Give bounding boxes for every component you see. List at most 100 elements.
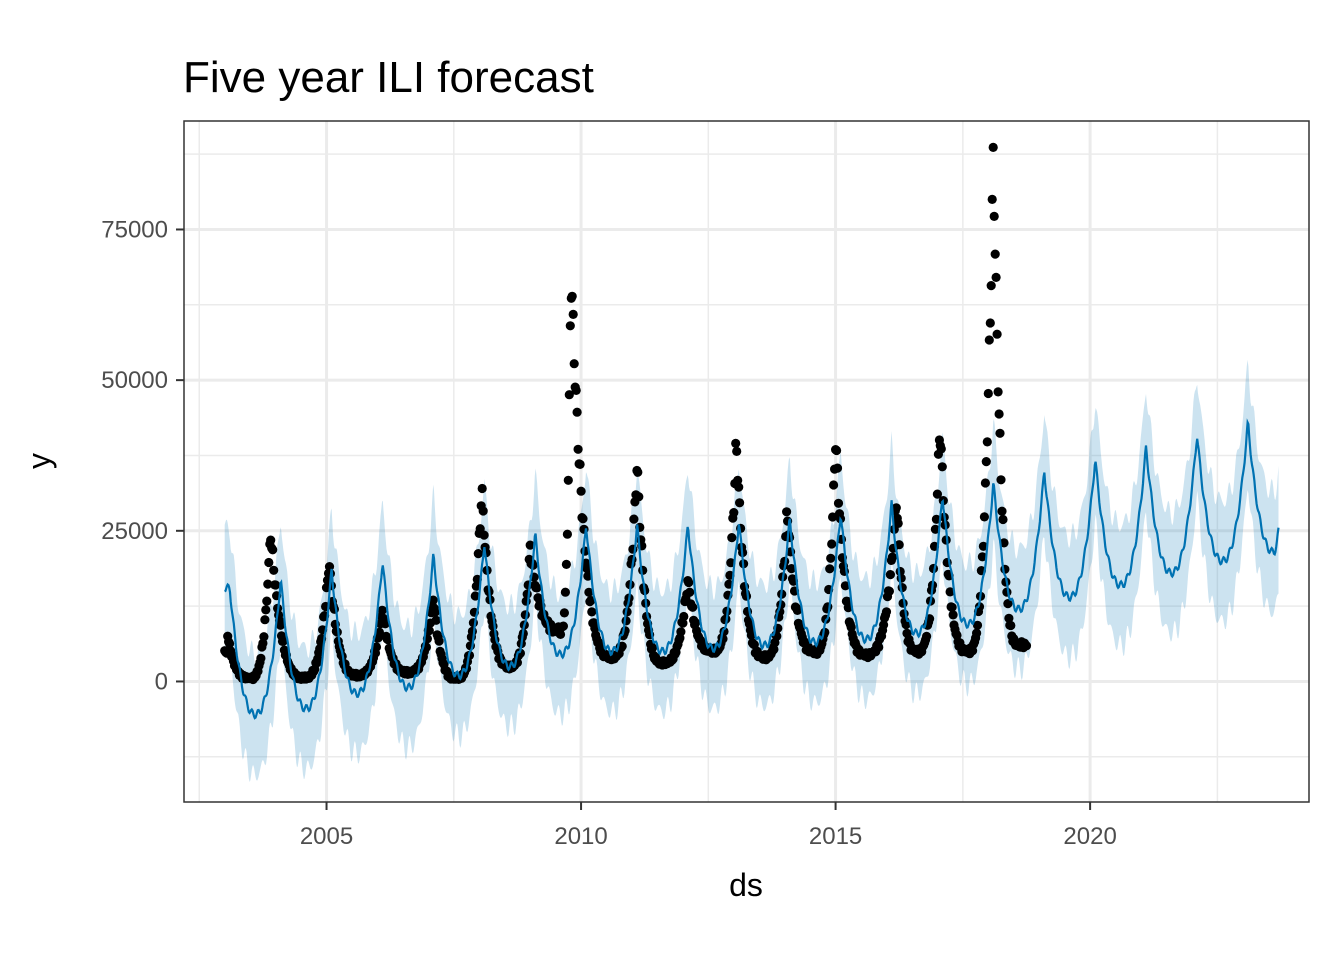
- observed-point: [992, 329, 1002, 339]
- observed-point: [828, 512, 838, 522]
- x-tick-label: 2020: [1063, 823, 1116, 850]
- x-tick-label: 2015: [809, 823, 862, 850]
- observed-point: [979, 512, 990, 522]
- observed-point: [980, 478, 991, 488]
- observed-point: [633, 467, 643, 477]
- observed-point: [471, 581, 481, 591]
- observed-point: [996, 475, 1006, 485]
- observed-point: [532, 583, 542, 593]
- observed-point: [428, 595, 438, 605]
- observed-point: [572, 407, 582, 417]
- observed-point: [986, 281, 996, 291]
- observed-point: [731, 438, 741, 448]
- observed-point: [786, 564, 797, 574]
- observed-point: [981, 457, 991, 467]
- observed-point: [894, 540, 904, 550]
- observed-point: [732, 446, 742, 456]
- observed-point: [826, 553, 836, 563]
- observed-point: [782, 507, 792, 517]
- observed-point: [383, 635, 393, 645]
- observed-point: [785, 532, 795, 543]
- observed-point: [922, 631, 932, 642]
- observed-point: [932, 489, 943, 499]
- observed-point: [688, 602, 698, 612]
- observed-point: [268, 545, 278, 555]
- observed-point: [994, 409, 1004, 419]
- observed-point: [792, 605, 803, 616]
- observed-point: [326, 581, 336, 591]
- observed-point: [559, 608, 570, 618]
- observed-point: [266, 535, 276, 545]
- observed-point: [896, 573, 906, 583]
- observed-point: [522, 589, 532, 599]
- observed-point: [995, 428, 1005, 438]
- observed-point: [578, 514, 588, 524]
- observed-point: [470, 591, 480, 601]
- observed-point: [271, 580, 281, 590]
- observed-point: [569, 359, 579, 369]
- observed-point: [555, 629, 566, 640]
- observed-point: [558, 621, 569, 631]
- observed-point: [467, 626, 477, 637]
- observed-point: [893, 518, 903, 529]
- observed-point: [679, 611, 689, 622]
- observed-point: [563, 475, 573, 485]
- y-tick-label: 25000: [101, 518, 168, 545]
- observed-point: [269, 565, 279, 575]
- observed-point: [564, 390, 574, 400]
- observed-point: [972, 620, 983, 630]
- panel-background: [184, 121, 1309, 802]
- observed-point: [948, 610, 958, 620]
- observed-point: [977, 552, 988, 562]
- observed-point: [634, 492, 644, 502]
- observed-point: [947, 602, 957, 612]
- observed-point: [573, 444, 583, 454]
- observed-point: [434, 636, 444, 646]
- observed-point: [885, 570, 896, 580]
- observed-point: [584, 587, 594, 597]
- y-axis: 0 25000 50000 75000: [101, 216, 184, 695]
- observed-point: [561, 559, 572, 570]
- observed-point: [1021, 641, 1032, 651]
- observed-point: [582, 563, 592, 574]
- x-tick-label: 2010: [554, 823, 607, 850]
- observed-point: [575, 459, 585, 469]
- plot-panel: [183, 120, 1310, 803]
- observed-point: [832, 445, 842, 456]
- observed-point: [937, 462, 947, 472]
- observed-point: [734, 482, 744, 492]
- observed-point: [264, 557, 274, 568]
- observed-point: [988, 142, 998, 152]
- observed-point: [684, 577, 694, 588]
- observed-point: [931, 514, 942, 524]
- y-tick-label: 75000: [101, 216, 168, 243]
- observed-point: [991, 272, 1001, 282]
- observed-point: [984, 335, 994, 345]
- y-axis-title: y: [21, 453, 57, 469]
- observed-point: [833, 498, 844, 508]
- observed-point: [583, 571, 593, 581]
- observed-point: [629, 514, 639, 524]
- observed-point: [930, 524, 941, 534]
- observed-point: [685, 587, 695, 597]
- observed-point: [525, 540, 535, 550]
- observed-point: [586, 595, 596, 606]
- observed-point: [735, 498, 745, 508]
- x-axis: 2005 2010 2015 2020: [300, 802, 1117, 850]
- observed-point: [936, 444, 946, 454]
- observed-point: [840, 581, 851, 591]
- observed-point: [829, 480, 839, 490]
- observed-point: [567, 291, 577, 301]
- forecast-uncertainty-band: [224, 359, 1279, 782]
- observed-point: [746, 630, 757, 640]
- forecast-line: [223, 418, 1280, 720]
- observed-point: [571, 385, 581, 395]
- observed-point: [431, 615, 441, 625]
- observed-point: [769, 644, 779, 655]
- observed-point: [275, 620, 286, 630]
- observed-point: [879, 620, 889, 630]
- observed-point: [380, 619, 390, 629]
- observed-point: [587, 607, 597, 617]
- panel-border: [183, 120, 1310, 803]
- observed-point: [278, 636, 289, 646]
